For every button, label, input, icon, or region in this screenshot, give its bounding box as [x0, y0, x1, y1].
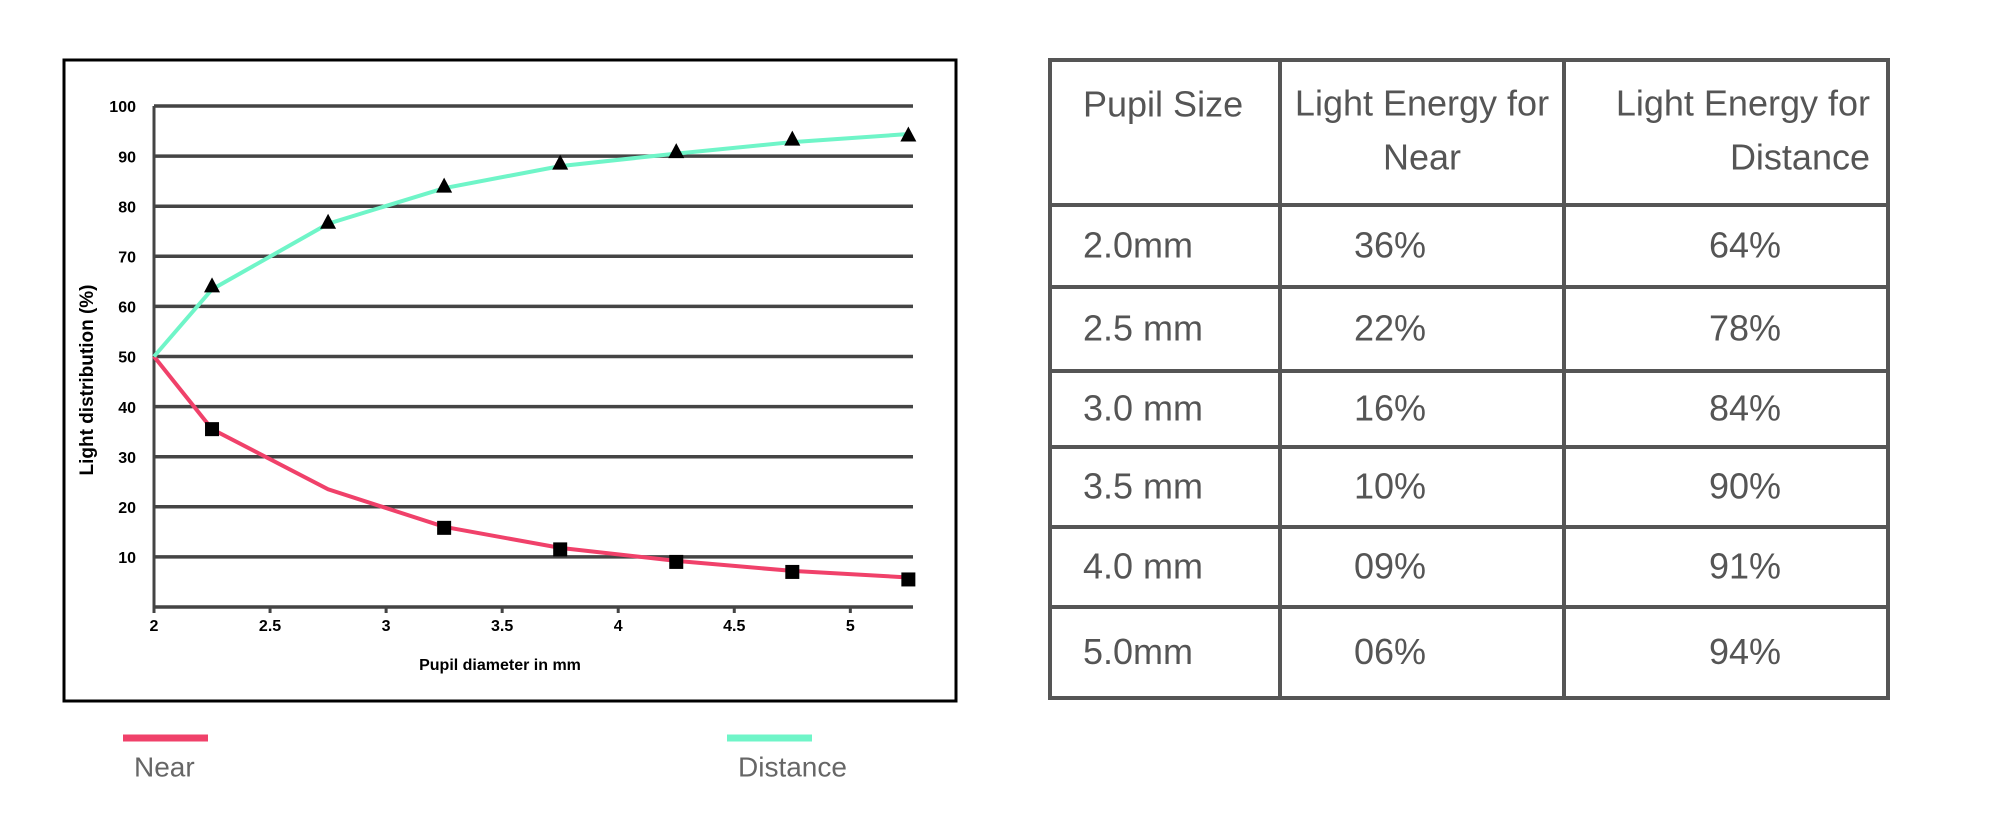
x-tick-label: 4.5 — [723, 618, 745, 635]
y-tick-label: 70 — [118, 250, 136, 267]
table-frame — [1048, 58, 1890, 700]
marker — [784, 130, 801, 146]
marker — [436, 177, 453, 193]
marker — [552, 154, 569, 170]
table-cell: 3.0 mm — [1083, 388, 1203, 429]
marker — [669, 554, 684, 569]
table-cell: 09% — [1354, 546, 1426, 587]
table-cell: 36% — [1354, 225, 1426, 266]
table-cell: 10% — [1354, 466, 1426, 507]
marker — [320, 213, 337, 229]
table-header: Light Energy for Near — [1295, 82, 1549, 177]
table-cell: 4.0 mm — [1083, 546, 1203, 587]
x-tick-label: 5 — [846, 618, 855, 635]
table-header: Pupil Size — [1083, 83, 1243, 124]
table-header: Light Energy for Distance — [1616, 82, 1870, 177]
legend-label: Near — [134, 751, 195, 782]
table-cell: 2.0mm — [1083, 225, 1193, 266]
series-line — [152, 355, 909, 580]
table-cell: 3.5 mm — [1083, 466, 1203, 507]
y-tick-label: 50 — [118, 350, 136, 367]
y-tick-label: 80 — [118, 199, 136, 216]
marker — [901, 572, 916, 587]
y-tick-label: 60 — [118, 300, 136, 317]
x-axis-label: Pupil diameter in mm — [419, 657, 581, 674]
x-tick-label: 3 — [382, 618, 391, 635]
marker — [785, 564, 800, 579]
x-tick-label: 2 — [150, 618, 159, 635]
chart-frame — [62, 58, 958, 703]
table-cell: 22% — [1354, 308, 1426, 349]
table-cell: 64% — [1709, 225, 1781, 266]
marker — [900, 126, 917, 142]
table-cell: 5.0mm — [1083, 631, 1193, 672]
marker — [205, 422, 220, 437]
table-cell: 2.5 mm — [1083, 308, 1203, 349]
y-tick-label: 10 — [118, 550, 136, 567]
x-tick-label: 4 — [614, 618, 623, 635]
table-cell: 94% — [1709, 631, 1781, 672]
x-tick-label: 2.5 — [259, 618, 281, 635]
table-cell: 16% — [1354, 388, 1426, 429]
marker — [668, 143, 685, 159]
table-cell: 84% — [1709, 388, 1781, 429]
y-tick-label: 40 — [118, 400, 136, 417]
table-cell: 91% — [1709, 546, 1781, 587]
x-tick-label: 3.5 — [491, 618, 513, 635]
table-cell: 78% — [1709, 308, 1781, 349]
y-axis-label: Light distribution (%) — [77, 284, 98, 475]
marker — [553, 542, 568, 557]
table-cell: 06% — [1354, 631, 1426, 672]
y-tick-label: 100 — [109, 99, 136, 116]
series-line — [152, 132, 909, 358]
legend-label: Distance — [738, 751, 847, 782]
table-cell: 90% — [1709, 466, 1781, 507]
marker — [204, 277, 221, 293]
marker — [437, 520, 452, 535]
y-tick-label: 20 — [118, 500, 136, 517]
y-tick-label: 90 — [118, 149, 136, 166]
y-tick-label: 30 — [118, 450, 136, 467]
